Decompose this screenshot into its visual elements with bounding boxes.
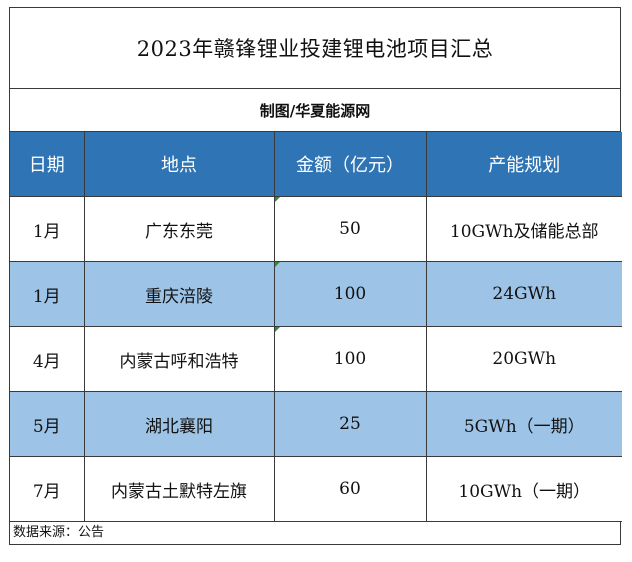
cell-location: 广东东莞 xyxy=(84,196,275,262)
data-source-note: 数据来源：公告 xyxy=(13,525,105,540)
table-subtitle: 制图/华夏能源网 xyxy=(10,89,620,132)
table-row: 5月 湖北襄阳 25 5GWh（一期） xyxy=(10,391,622,457)
cell-amount: 60 xyxy=(274,456,427,522)
table-title: 2023年赣锋锂业投建锂电池项目汇总 xyxy=(10,8,620,89)
cell-amount: 100 xyxy=(274,326,427,392)
cell-location: 内蒙古土默特左旗 xyxy=(84,456,275,522)
cell-amount-value: 50 xyxy=(339,219,361,239)
cell-date: 5月 xyxy=(10,391,85,457)
comment-marker xyxy=(274,262,280,267)
cell-date: 4月 xyxy=(10,326,85,392)
cell-date: 1月 xyxy=(10,261,85,327)
cell-date: 1月 xyxy=(10,196,85,262)
cell-location: 重庆涪陵 xyxy=(84,261,275,327)
cell-location: 内蒙古呼和浩特 xyxy=(84,326,275,392)
cell-location: 湖北襄阳 xyxy=(84,391,275,457)
header-row: 日期 地点 金额（亿元） 产能规划 xyxy=(10,132,622,197)
header-capacity: 产能规划 xyxy=(426,132,622,197)
cell-capacity: 5GWh（一期） xyxy=(426,391,622,457)
comment-marker xyxy=(274,197,280,202)
summary-table-frame: 2023年赣锋锂业投建锂电池项目汇总 制图/华夏能源网 日期 地点 金额（亿元）… xyxy=(9,7,622,545)
project-table: 日期 地点 金额（亿元） 产能规划 1月 广东东莞 50 10GWh及储能总部 … xyxy=(10,132,622,522)
cell-amount-value: 100 xyxy=(333,349,367,369)
cell-amount: 25 xyxy=(274,391,427,457)
header-amount: 金额（亿元） xyxy=(274,132,427,197)
table-row: 1月 广东东莞 50 10GWh及储能总部 xyxy=(10,196,622,262)
cell-capacity: 10GWh（一期） xyxy=(426,456,622,522)
table-row: 1月 重庆涪陵 100 24GWh xyxy=(10,261,622,327)
cell-capacity: 20GWh xyxy=(426,326,622,392)
cell-date: 7月 xyxy=(10,456,85,522)
table-row: 4月 内蒙古呼和浩特 100 20GWh xyxy=(10,326,622,392)
cell-amount-value: 100 xyxy=(333,284,367,304)
cell-amount: 50 xyxy=(274,196,427,262)
header-location: 地点 xyxy=(84,132,275,197)
cell-capacity: 10GWh及储能总部 xyxy=(426,196,622,262)
cell-capacity: 24GWh xyxy=(426,261,622,327)
cell-amount: 100 xyxy=(274,261,427,327)
table-row: 7月 内蒙古土默特左旗 60 10GWh（一期） xyxy=(10,456,622,522)
comment-marker xyxy=(274,327,280,332)
header-date: 日期 xyxy=(10,132,85,197)
